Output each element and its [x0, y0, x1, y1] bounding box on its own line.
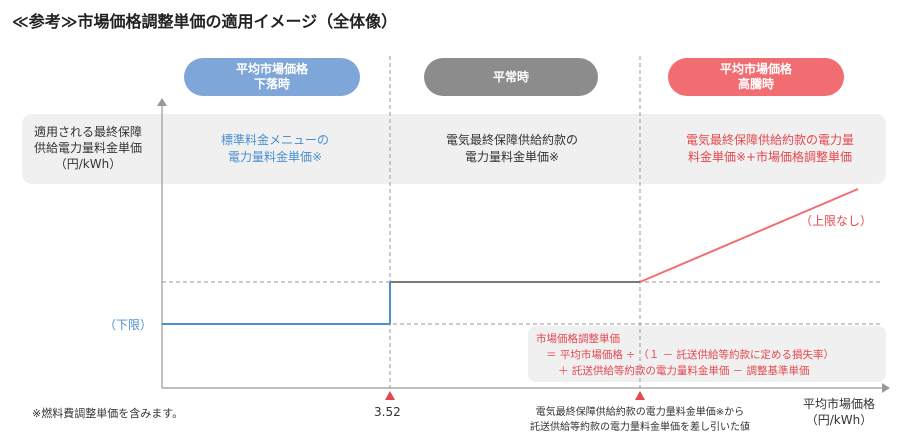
formula-box — [528, 326, 886, 382]
zone-standard-menu: 標準料金メニューの 電力量料金単価※ — [190, 132, 360, 166]
zone-market-adjusted: 電気最終保障供給約款の電力量 料金単価※+市場価格調整単価 — [652, 132, 888, 166]
header-normal-line1: 平常時 — [492, 69, 529, 84]
x-axis-arrow — [882, 383, 890, 393]
y-axis-label-line2: 供給電力量料金単価 — [33, 141, 142, 156]
zone-final-guarantee: 電気最終保障供給約款の 電力量料金単価※ — [412, 132, 612, 166]
no-upper-limit-label: （上限なし） — [800, 214, 873, 228]
threshold-marker-left — [385, 391, 395, 400]
zone-standard-menu-line2: 電力量料金単価※ — [227, 149, 323, 164]
header-price-drop: 平均市場価格 下落時 — [184, 58, 360, 96]
zone-market-adjusted-line1: 電気最終保障供給約款の電力量 — [685, 133, 854, 147]
tick-label-352: 3.52 — [374, 405, 401, 419]
lower-limit-label: （下限） — [104, 318, 153, 332]
zone-final-guarantee-line2: 電力量料金単価※ — [464, 149, 560, 164]
zone-final-guarantee-line1: 電気最終保障供給約款の — [445, 133, 578, 147]
x-axis-label-line2: （円/kWh） — [805, 413, 873, 428]
header-price-drop-line2: 下落時 — [253, 77, 290, 91]
segment-rising — [639, 188, 859, 283]
zone-market-adjusted-line2: 料金単価※+市場価格調整単価 — [687, 149, 853, 164]
header-price-spike-line1: 平均市場価格 — [719, 62, 792, 76]
header-normal: 平常時 — [424, 58, 598, 96]
y-axis-arrow — [157, 98, 167, 106]
x-axis-label: 平均市場価格 （円/kWh） — [780, 396, 898, 428]
y-axis-label: 適用される最終保障 供給電力量料金単価 （円/kWh） — [24, 124, 152, 173]
y-axis-label-line3: （円/kWh） — [54, 157, 122, 172]
formula-line3: ＋ 託送供給等約款の電力量料金単価 － 調整基準単価 — [558, 365, 810, 377]
formula-line2: ＝ 平均市場価格 ÷ （１ － 託送供給等約款に定める損失率） — [546, 349, 834, 361]
zone-standard-menu-line1: 標準料金メニューの — [220, 133, 329, 147]
header-price-drop-line1: 平均市場価格 — [235, 62, 308, 76]
formula-line1: 市場価格調整単価 — [536, 333, 620, 345]
x-axis-label-line1: 平均市場価格 — [802, 397, 875, 411]
threshold-note: 電気最終保障供給約款の電力量料金単価※から 託送供給等約款の電力量料金単価を差し… — [500, 406, 780, 435]
unit-price-band — [22, 114, 886, 184]
threshold-note-line2: 託送供給等約款の電力量料金単価を差し引いた値 — [530, 421, 750, 433]
header-price-spike: 平均市場価格 高騰時 — [668, 58, 844, 96]
header-price-spike-line2: 高騰時 — [737, 77, 774, 91]
threshold-marker-right — [635, 391, 645, 400]
threshold-note-line1: 電気最終保障供給約款の電力量料金単価※から — [535, 407, 745, 418]
footnote: ※燃料費調整単価を含みます。 — [32, 407, 184, 420]
y-axis-label-line1: 適用される最終保障 — [33, 125, 142, 139]
page-title: ≪参考≫市場価格調整単価の適用イメージ（全体像） — [12, 12, 398, 31]
